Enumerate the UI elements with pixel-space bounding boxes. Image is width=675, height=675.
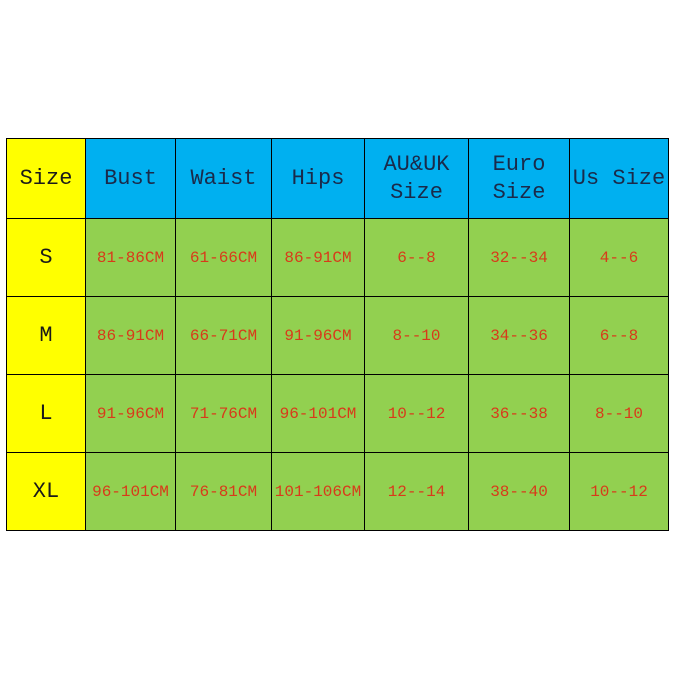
table-row: XL 96-101CM 76-81CM 101-106CM 12--14 38--40 10… (6, 452, 669, 531)
cell-size: XL (6, 452, 86, 531)
cell-euro-size: 36--38 (468, 374, 570, 453)
header-row: Size Bust Waist Hips AU&UK Size Euro Siz… (6, 138, 669, 219)
table-row: M 86-91CM 66-71CM 91-96CM 8--10 34--36 6--8 (6, 296, 669, 375)
cell-bust: 96-101CM (85, 452, 176, 531)
table-row: S 81-86CM 61-66CM 86-91CM 6--8 32--34 4--6 (6, 218, 669, 297)
cell-hips: 86-91CM (271, 218, 365, 297)
header-waist: Waist (175, 138, 272, 219)
header-size: Size (6, 138, 86, 219)
cell-waist: 61-66CM (175, 218, 272, 297)
cell-euro-size: 38--40 (468, 452, 570, 531)
cell-bust: 86-91CM (85, 296, 176, 375)
table-row: L 91-96CM 71-76CM 96-101CM 10--12 36--38 8--10 (6, 374, 669, 453)
cell-au-uk-size: 8--10 (364, 296, 469, 375)
cell-size: S (6, 218, 86, 297)
header-hips: Hips (271, 138, 365, 219)
cell-euro-size: 32--34 (468, 218, 570, 297)
cell-bust: 91-96CM (85, 374, 176, 453)
cell-us-size: 10--12 (569, 452, 669, 531)
header-euro-size: Euro Size (468, 138, 570, 219)
cell-au-uk-size: 6--8 (364, 218, 469, 297)
cell-hips: 96-101CM (271, 374, 365, 453)
cell-us-size: 8--10 (569, 374, 669, 453)
cell-size: L (6, 374, 86, 453)
header-bust: Bust (85, 138, 176, 219)
cell-au-uk-size: 12--14 (364, 452, 469, 531)
cell-bust: 81-86CM (85, 218, 176, 297)
cell-euro-size: 34--36 (468, 296, 570, 375)
cell-us-size: 4--6 (569, 218, 669, 297)
cell-size: M (6, 296, 86, 375)
header-us-size: Us Size (569, 138, 669, 219)
cell-us-size: 6--8 (569, 296, 669, 375)
header-au-uk-size: AU&UK Size (364, 138, 469, 219)
size-chart-table: Size Bust Waist Hips AU&UK Size Euro Siz… (6, 138, 669, 531)
cell-waist: 66-71CM (175, 296, 272, 375)
cell-hips: 101-106CM (271, 452, 365, 531)
cell-au-uk-size: 10--12 (364, 374, 469, 453)
cell-hips: 91-96CM (271, 296, 365, 375)
cell-waist: 76-81CM (175, 452, 272, 531)
cell-waist: 71-76CM (175, 374, 272, 453)
